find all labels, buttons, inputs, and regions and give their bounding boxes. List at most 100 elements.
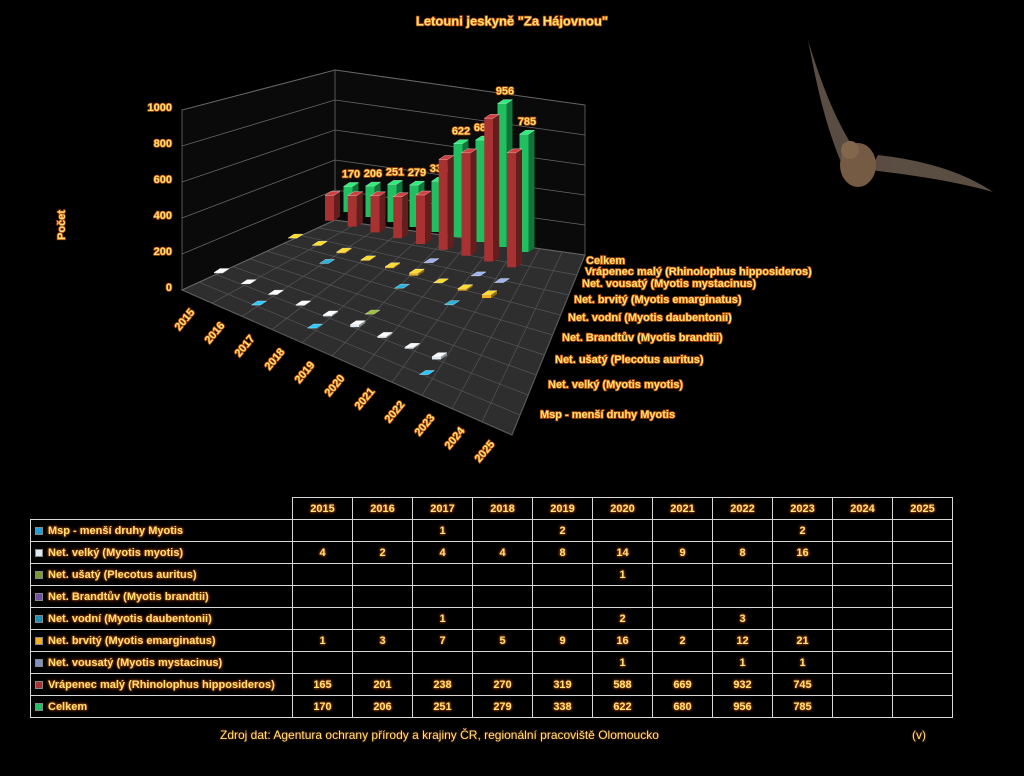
value-cell: 2 [652,629,713,652]
bar-front [365,186,375,217]
bar-top [322,310,339,316]
depth-axis-label: Net. velký (Myotis myotis) [548,379,683,391]
bar-front [475,140,485,242]
value-cell [892,695,953,718]
value-cell [832,541,893,564]
legend-key [35,636,43,645]
year-header: 2016 [352,497,413,520]
bar-top [470,271,487,277]
value-cell: 1 [412,519,473,542]
bar-top [360,255,377,261]
bar [319,259,335,264]
header-row: 2015 2016 2017 2018 2019 2020 2021 2022 2023 2024… [31,497,953,520]
value-cell [832,629,893,652]
value-cell: 7 [412,629,473,652]
bar-side [394,262,400,269]
table-row: Net. vousatý (Myotis mystacinus) 1 1 1 [30,651,953,674]
value-cell [292,651,353,674]
data-label: 206 [364,168,382,180]
bar-front [377,336,387,338]
bar-front [432,356,441,360]
value-cell: 1 [412,607,473,630]
bar-top [287,233,304,239]
depth-axis-label: Msp - menší druhy Myotis [540,409,675,421]
data-label: 622 [452,126,470,138]
bar-top [387,180,403,185]
bar [377,332,393,338]
value-cell: 21 [772,629,833,652]
value-cell [652,585,713,608]
floor-grid [232,266,537,376]
row-label: Net. ušatý (Plecotus auritus) [30,563,293,586]
bar-top [365,181,381,187]
bar-top [392,192,409,197]
series-name: Net. vodní (Myotis daubentonii) [48,612,212,625]
floor-grid [391,242,495,383]
year-header: 2017 [412,497,473,520]
value-cell [832,585,893,608]
bar [444,300,460,306]
value-cell: 2 [592,607,653,630]
bar-top [349,320,366,325]
bar [431,352,448,360]
y-axis-title: Počet [56,210,68,240]
floor-grid [266,250,553,336]
year-header: 2018 [472,497,533,520]
depth-axis-label: Net. brvitý (Myotis emarginatus) [574,294,742,306]
y-tick-label: 800 [154,138,172,150]
legend-key [35,526,43,535]
bar-side [379,191,386,233]
table-row: Vrápenec malý (Rhinolophus hipposideros)… [30,673,953,696]
bar-side [425,191,431,245]
bar-top [240,279,257,284]
floor-grid [301,232,427,343]
data-label: 956 [496,86,514,98]
bar-top [394,284,410,289]
floor-grid [249,258,545,356]
bar [392,192,409,239]
table-row: Net. brvitý (Myotis emarginatus) 1 3 7 5 9 16 2… [30,629,953,652]
value-cell: 4 [472,541,533,564]
value-cell [532,651,593,674]
series-name: Net. velký (Myotis myotis) [48,546,184,559]
bar-top [419,370,435,375]
bar [307,323,323,329]
value-cell [412,585,473,608]
table-row: Net. ušatý (Plecotus auritus) 1 [30,563,953,586]
value-cell [892,519,953,542]
value-cell: 680 [652,695,713,718]
value-cell [652,519,713,542]
bar-top [295,300,312,306]
y-tick-label: 600 [154,174,172,186]
bar-front [387,184,397,222]
bar-top [444,300,460,305]
corner-cell [31,498,293,520]
floor-grid [181,289,513,436]
bar-top [483,114,500,119]
bar-front [409,185,419,227]
depth-axis-label: Net. vousatý (Myotis mystacinus) [582,278,757,290]
year-header: 2021 [652,497,713,520]
bar [415,190,432,245]
value-cell [832,519,893,542]
floor-grid [511,254,586,436]
bar-top [415,190,432,196]
bar-side [369,255,376,261]
value-cell [892,563,953,586]
year-header: 2023 [772,497,833,520]
bar-side [447,155,454,250]
row-label: Net. Brandtův (Myotis brandtii) [30,585,293,608]
bar-front [350,324,360,328]
floor-grid [481,251,563,422]
bar [268,289,284,295]
value-cell [592,585,653,608]
value-cell: 170 [292,695,353,718]
row-label: Net. vousatý (Myotis mystacinus) [30,651,293,674]
table-row: Net. vodní (Myotis daubentonii) 1 2 3 [30,607,953,630]
floor-grid [215,274,529,396]
bar-front [370,195,380,233]
value-cell [652,563,713,586]
value-cell [292,519,353,542]
value-cell: 270 [472,673,533,696]
value-cell: 3 [712,607,773,630]
